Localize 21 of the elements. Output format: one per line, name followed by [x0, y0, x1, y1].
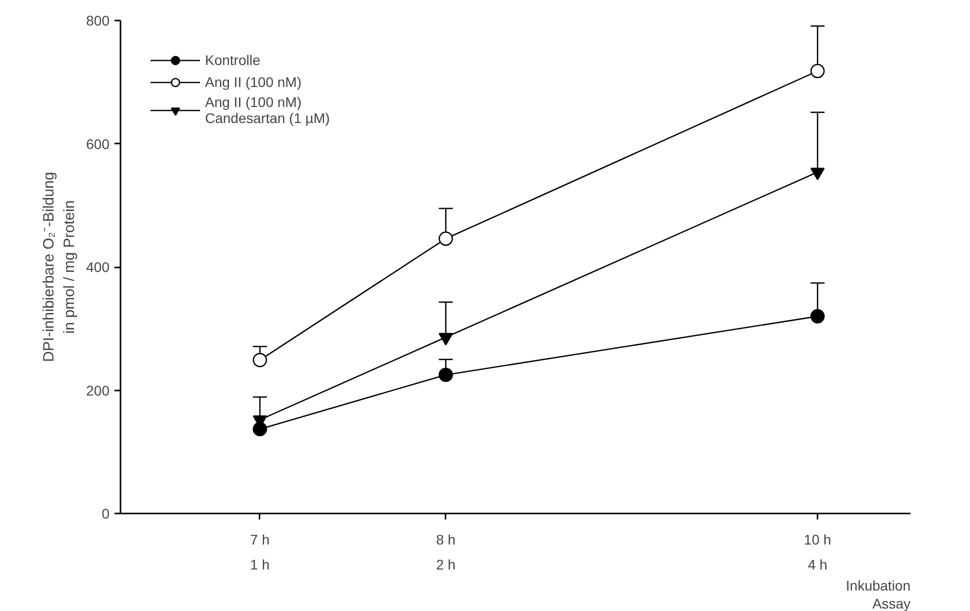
- point: [810, 309, 825, 324]
- y-axis-title: DPI-inhibierbare O₂⁻-Bildung in pmol / mg Protein: [40, 172, 78, 362]
- point: [438, 232, 453, 246]
- x-axis-title: Inkubation: [846, 578, 911, 594]
- legend-label: Kontrolle: [205, 52, 260, 68]
- y-tick-label: 600: [86, 136, 110, 152]
- x-tick-label: 10 h: [804, 532, 832, 548]
- x-tick-label: 8 h: [436, 532, 456, 548]
- x2-tick-label: 2 h: [436, 556, 456, 572]
- x-tick-label: 7 h: [250, 532, 270, 548]
- point: [810, 64, 825, 78]
- x2-tick-label: 4 h: [808, 556, 828, 572]
- x2-tick-label: 1 h: [250, 556, 270, 572]
- legend-label: Ang II (100 nM) Candesartan (1 µM): [205, 94, 330, 126]
- y-tick-label: 400: [86, 259, 110, 275]
- legend-label: Ang II (100 nM): [205, 74, 302, 90]
- point: [438, 368, 453, 382]
- y-tick-label: 0: [102, 506, 110, 522]
- point: [252, 352, 268, 368]
- y-tick-label: 200: [86, 382, 110, 398]
- y-tick-label: 800: [86, 12, 110, 28]
